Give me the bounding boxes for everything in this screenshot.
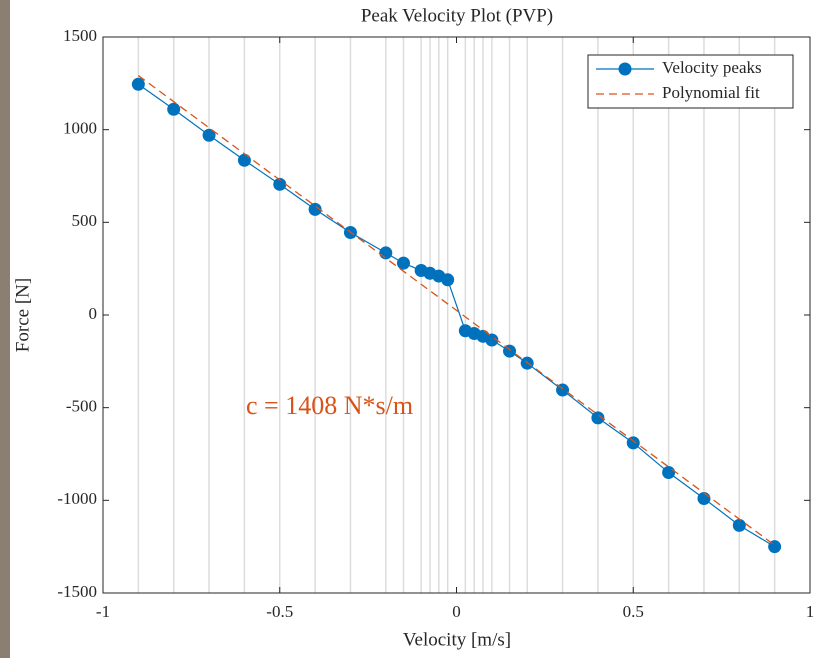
fit-line xyxy=(137,75,776,546)
y-tick-label: -1000 xyxy=(57,489,97,508)
data-point xyxy=(662,466,676,480)
x-tick-label: -0.5 xyxy=(266,602,293,621)
data-point xyxy=(308,202,322,216)
data-point xyxy=(202,128,216,142)
background-strip xyxy=(0,0,10,658)
data-line xyxy=(138,83,775,548)
y-tick-label: -1500 xyxy=(57,582,97,601)
data-point xyxy=(485,333,499,347)
legend-label: Velocity peaks xyxy=(662,58,762,77)
y-axis-label: Force [N] xyxy=(12,278,33,352)
x-tick-label: -1 xyxy=(96,602,110,621)
y-tick-label: 1000 xyxy=(63,119,97,138)
data-point xyxy=(626,436,640,450)
y-tick-label: -500 xyxy=(66,397,97,416)
data-point xyxy=(732,518,746,532)
data-point xyxy=(237,153,251,167)
x-tick-label: 1 xyxy=(806,602,815,621)
x-tick-label: 0.5 xyxy=(623,602,644,621)
y-tick-label: 0 xyxy=(89,304,98,323)
legend-marker xyxy=(618,62,632,76)
chart-title: Peak Velocity Plot (PVP) xyxy=(361,5,553,26)
data-point xyxy=(441,273,455,287)
data-point xyxy=(167,102,181,116)
x-axis-label: Velocity [m/s] xyxy=(403,629,511,650)
annotation: c = 1408 N*s/m xyxy=(246,391,413,420)
data-point xyxy=(396,256,410,270)
data-point xyxy=(273,177,287,191)
data-point xyxy=(379,246,393,260)
data-point xyxy=(591,411,605,425)
x-tick-label: 0 xyxy=(452,602,461,621)
legend-label: Polynomial fit xyxy=(662,83,760,102)
y-tick-label: 500 xyxy=(72,211,98,230)
data-point xyxy=(131,77,145,91)
y-tick-label: 1500 xyxy=(63,26,97,45)
data-point xyxy=(697,491,711,505)
